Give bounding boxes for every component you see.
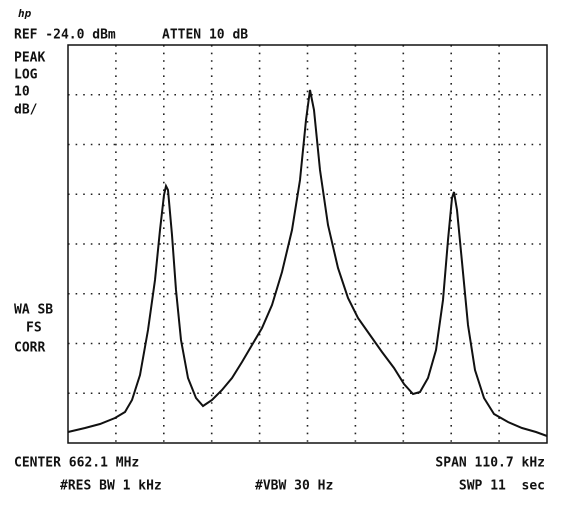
graticule (68, 45, 547, 443)
correction-label: FS (26, 321, 42, 336)
logo: hp (18, 7, 32, 20)
trace (67, 89, 548, 437)
attenuation: ATTEN 10 dB (162, 28, 248, 43)
correction-label: WA SB (14, 303, 53, 318)
scale-label: dB/ (14, 103, 38, 118)
screen-border (67, 44, 548, 444)
scale-label: 10 (14, 85, 30, 100)
ref-level: REF -24.0 dBm (14, 28, 116, 43)
span: SPAN 110.7 kHz (435, 456, 545, 471)
scale-label: LOG (14, 68, 38, 83)
sweep-time: SWP 11 sec (459, 479, 545, 494)
video-bandwidth: #VBW 30 Hz (255, 479, 333, 494)
detector-label: PEAK (14, 51, 45, 66)
center-frequency: CENTER 662.1 MHz (14, 456, 139, 471)
correction-label: CORR (14, 341, 45, 356)
resolution-bandwidth: #RES BW 1 kHz (60, 479, 162, 494)
